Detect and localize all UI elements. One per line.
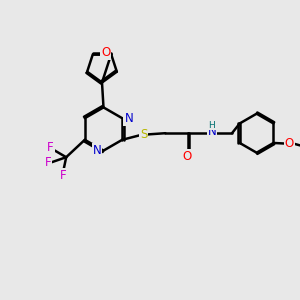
Text: H: H — [208, 121, 215, 130]
Text: F: F — [45, 156, 52, 169]
Text: F: F — [47, 141, 54, 154]
Text: O: O — [284, 137, 294, 150]
Text: N: N — [92, 144, 101, 157]
Text: N: N — [124, 112, 133, 125]
Text: S: S — [140, 128, 148, 141]
Text: F: F — [60, 169, 67, 182]
Text: O: O — [101, 46, 110, 59]
Text: N: N — [208, 125, 216, 138]
Text: O: O — [182, 150, 192, 164]
